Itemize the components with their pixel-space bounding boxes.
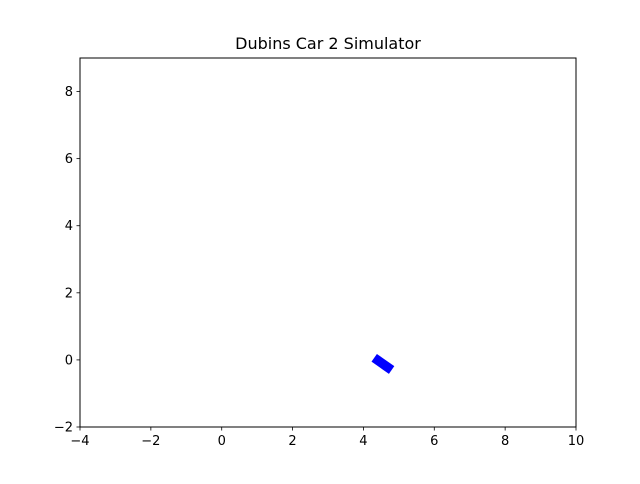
x-tick-label: 0 (218, 434, 226, 449)
car-body (371, 353, 395, 374)
x-tick-label: 4 (359, 434, 367, 449)
x-tick-label: −2 (141, 434, 160, 449)
x-tick-label: 2 (288, 434, 296, 449)
y-tick-label: 6 (65, 152, 73, 167)
x-tick-label: 8 (501, 434, 509, 449)
y-tick-label: 4 (65, 219, 73, 234)
plot-title: Dubins Car 2 Simulator (235, 34, 421, 53)
y-tick-label: −2 (54, 421, 73, 436)
x-tick-label: 6 (430, 434, 438, 449)
x-tick-label: −4 (70, 434, 89, 449)
x-tick-label: 10 (568, 434, 585, 449)
y-tick-label: 2 (65, 286, 73, 301)
y-tick-label: 0 (65, 353, 73, 368)
car-layer (371, 353, 395, 374)
plot-area-frame (79, 57, 577, 428)
y-tick-label: 8 (65, 85, 73, 100)
